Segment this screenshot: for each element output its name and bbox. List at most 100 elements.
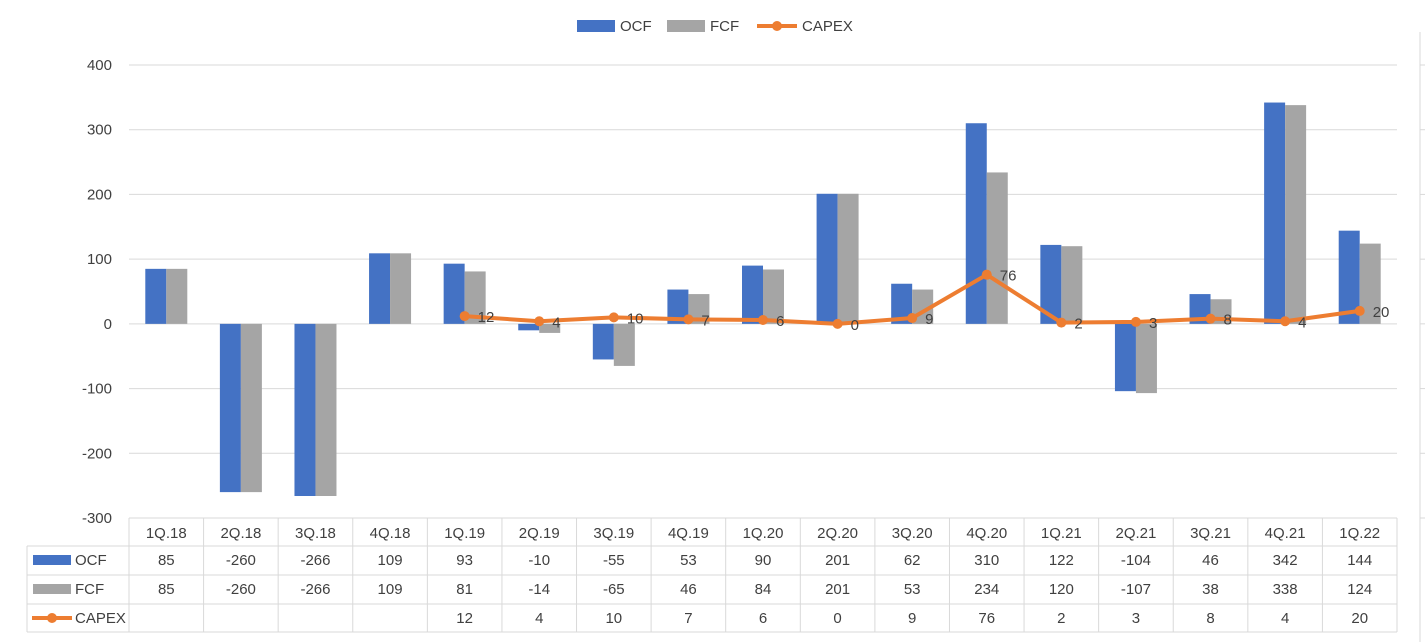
bar-fcf	[763, 269, 784, 324]
table-cell: 234	[974, 581, 999, 598]
capex-point	[1205, 313, 1216, 324]
table-cell: 90	[755, 552, 772, 569]
table-row-label: FCF	[75, 581, 104, 598]
capex-data-label: 8	[1224, 312, 1232, 329]
table-cell: 144	[1347, 552, 1372, 569]
capex-data-label: 20	[1373, 304, 1390, 321]
capex-point	[534, 316, 545, 327]
capex-data-label: 4	[1298, 314, 1306, 331]
table-cell: -55	[603, 552, 625, 569]
y-tick-label: -200	[82, 445, 112, 462]
x-tick-label: 1Q.20	[743, 525, 784, 542]
table-cell: 93	[456, 552, 473, 569]
bar-fcf	[837, 193, 859, 324]
table-row-label: CAPEX	[75, 610, 126, 627]
table-cell: 3	[1132, 610, 1140, 627]
capex-data-label: 3	[1149, 315, 1157, 332]
table-cell: -260	[226, 581, 256, 598]
x-tick-label: 1Q.19	[444, 525, 485, 542]
bar-fcf	[390, 253, 412, 324]
capex-point	[1280, 316, 1291, 327]
capex-data-label: 9	[925, 311, 933, 328]
table-cell: 4	[535, 610, 543, 627]
capex-point	[832, 318, 843, 329]
capex-point	[1130, 316, 1141, 327]
legend-label: CAPEX	[802, 18, 853, 35]
capex-data-label: 10	[627, 310, 644, 327]
table-cell: 20	[1351, 610, 1368, 627]
capex-data-label: 76	[1000, 268, 1017, 285]
table-cell: 81	[456, 581, 473, 598]
table-cell: 84	[755, 581, 772, 598]
x-tick-label: 2Q.21	[1116, 525, 1157, 542]
bar-ocf	[1338, 230, 1360, 324]
table-cell: 9	[908, 610, 916, 627]
bar-fcf	[539, 323, 561, 333]
x-tick-label: 2Q.20	[817, 525, 858, 542]
y-tick-label: -100	[82, 381, 112, 398]
bar-ocf	[1114, 323, 1136, 392]
legend-key-capex-marker	[772, 21, 782, 31]
bar-fcf	[1061, 246, 1083, 324]
table-cell: 0	[833, 610, 841, 627]
bar-ocf	[891, 283, 913, 324]
table-cell: 201	[825, 552, 850, 569]
bar-ocf	[1189, 294, 1211, 324]
bar-ocf	[443, 263, 465, 324]
bar-fcf	[166, 268, 188, 324]
capex-point	[1354, 305, 1365, 316]
table-cell: -107	[1121, 581, 1151, 598]
bar-ocf	[1040, 244, 1062, 324]
bar-ocf	[219, 323, 241, 493]
table-cell: -65	[603, 581, 625, 598]
bar-ocf	[592, 323, 614, 360]
table-cell: 76	[978, 610, 995, 627]
x-tick-label: 2Q.19	[519, 525, 560, 542]
bar-ocf	[1264, 102, 1286, 324]
x-tick-label: 2Q.18	[220, 525, 261, 542]
table-cell: 53	[904, 581, 921, 598]
table-cell: 8	[1206, 610, 1214, 627]
x-tick-label: 4Q.19	[668, 525, 709, 542]
table-cell: -10	[528, 552, 550, 569]
capex-point	[683, 314, 694, 325]
table-cell: 124	[1347, 581, 1372, 598]
table-cell: 4	[1281, 610, 1289, 627]
table-cell: 10	[605, 610, 622, 627]
table-cell: 122	[1049, 552, 1074, 569]
legend-label: OCF	[620, 18, 652, 35]
x-tick-label: 3Q.18	[295, 525, 336, 542]
table-key-ocf	[33, 555, 71, 565]
bar-ocf	[816, 193, 838, 324]
x-tick-label: 3Q.20	[892, 525, 933, 542]
table-cell: 342	[1273, 552, 1298, 569]
bar-ocf	[518, 323, 540, 331]
bar-fcf	[315, 323, 337, 496]
table-cell: 53	[680, 552, 697, 569]
x-tick-label: 1Q.21	[1041, 525, 1082, 542]
capex-point	[459, 311, 470, 322]
table-cell: 2	[1057, 610, 1065, 627]
bar-fcf	[240, 323, 262, 493]
table-cell: 201	[825, 581, 850, 598]
y-tick-label: 0	[104, 316, 112, 333]
table-key-fcf	[33, 584, 71, 594]
table-cell: 46	[680, 581, 697, 598]
y-tick-label: 100	[87, 251, 112, 268]
bar-fcf	[464, 271, 486, 324]
x-tick-label: 1Q.18	[146, 525, 187, 542]
y-tick-label: 400	[87, 57, 112, 74]
table-cell: -14	[528, 581, 550, 598]
capex-point	[981, 269, 992, 280]
capex-data-label: 2	[1074, 316, 1082, 333]
table-cell: 38	[1202, 581, 1219, 598]
capex-point	[758, 314, 768, 325]
table-cell: -104	[1121, 552, 1151, 569]
capex-data-label: 7	[701, 312, 709, 329]
table-cell: 120	[1049, 581, 1074, 598]
x-tick-label: 3Q.21	[1190, 525, 1231, 542]
table-cell: -266	[300, 552, 330, 569]
table-cell: 6	[759, 610, 767, 627]
x-tick-label: 4Q.21	[1265, 525, 1306, 542]
